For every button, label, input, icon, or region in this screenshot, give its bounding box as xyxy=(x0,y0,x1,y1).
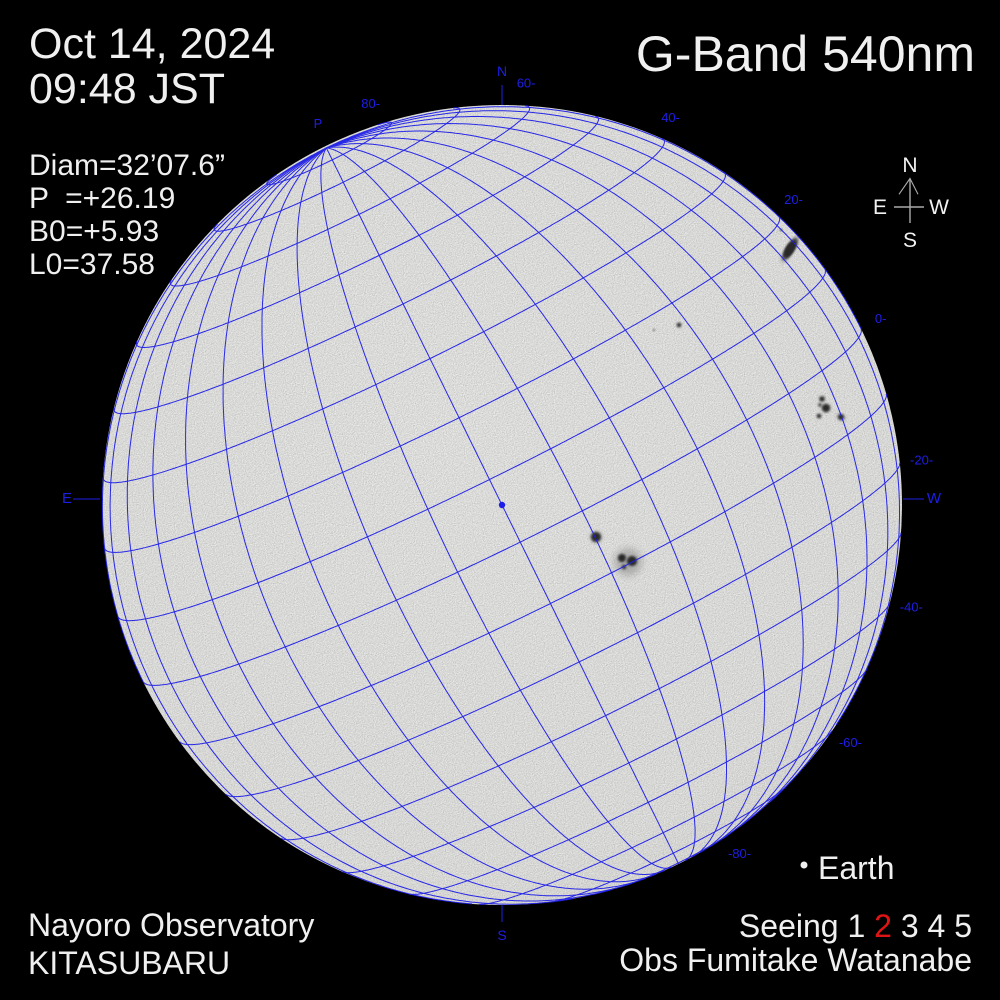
svg-text:-20-: -20- xyxy=(910,452,933,467)
svg-text:S: S xyxy=(903,229,917,252)
svg-text:W: W xyxy=(929,196,949,219)
svg-text:N: N xyxy=(902,154,917,177)
svg-text:S: S xyxy=(497,927,506,943)
svg-text:0-: 0- xyxy=(875,311,887,326)
svg-text:E: E xyxy=(62,490,72,507)
svg-text:E: E xyxy=(873,196,887,219)
svg-text:P: P xyxy=(314,116,323,131)
svg-text:80-: 80- xyxy=(361,96,380,111)
svg-text:-40-: -40- xyxy=(900,600,923,615)
svg-text:40-: 40- xyxy=(661,110,680,125)
svg-text:60-: 60- xyxy=(517,76,536,91)
svg-text:20-: 20- xyxy=(784,192,803,207)
svg-text:-60-: -60- xyxy=(839,735,862,750)
svg-text:-80-: -80- xyxy=(728,846,751,861)
svg-text:N: N xyxy=(497,63,507,79)
svg-text:W: W xyxy=(927,490,942,507)
